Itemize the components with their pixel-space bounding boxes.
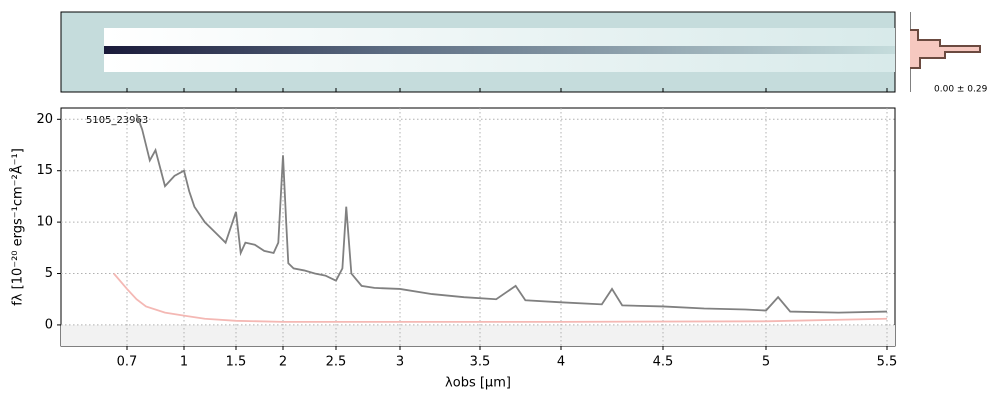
annotation: 5105_23963 xyxy=(86,115,148,126)
x-tick-label: 0.7 xyxy=(117,355,138,370)
y-tick-label: 0 xyxy=(45,317,53,332)
profile xyxy=(910,29,981,69)
x-tick-label: 4.5 xyxy=(653,355,674,370)
y-tick-label: 20 xyxy=(36,112,53,127)
spectrum-line xyxy=(113,272,888,323)
plot-frame xyxy=(60,107,896,347)
x-axis-label: λobs [μm] xyxy=(445,376,511,391)
x-tick-label: 2 xyxy=(279,355,287,370)
inset-label: 0.00 ± 0.29 xyxy=(934,85,988,95)
y-tick-label: 10 xyxy=(36,215,53,230)
x-tick-label: 2.5 xyxy=(326,355,347,370)
x-tick-label: 5.5 xyxy=(877,355,898,370)
x-tick-label: 4 xyxy=(557,355,565,370)
spectrum-line xyxy=(135,113,888,314)
y-axis-label: fλ [10⁻²⁰ ergs⁻¹cm⁻²Å⁻¹] xyxy=(10,148,26,306)
trace xyxy=(104,46,895,54)
zero-band xyxy=(61,325,895,346)
x-tick-label: 3.5 xyxy=(470,355,491,370)
plot-area xyxy=(113,113,888,323)
x-tick-label: 5 xyxy=(762,355,770,370)
y-tick-label: 15 xyxy=(36,163,53,178)
x-tick-label: 1.5 xyxy=(226,355,247,370)
y-tick-label: 5 xyxy=(45,266,53,281)
x-tick-label: 3 xyxy=(396,355,404,370)
x-tick-label: 1 xyxy=(180,355,188,370)
